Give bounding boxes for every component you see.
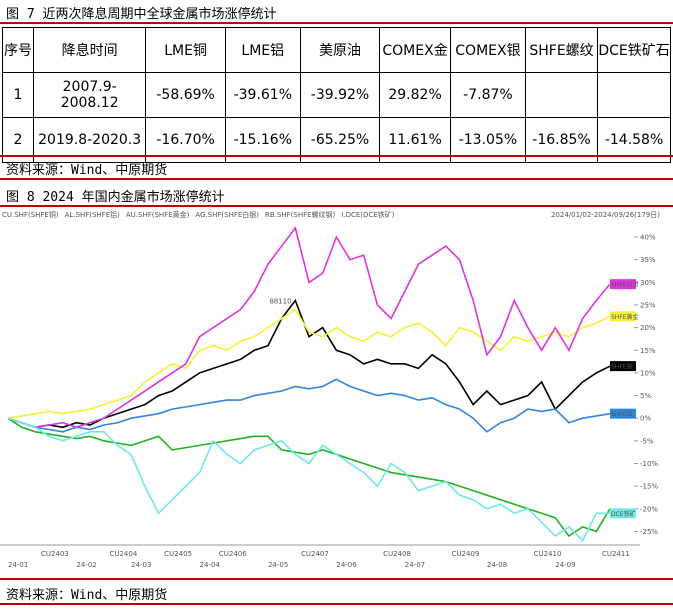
legend-label: RB.SHF(SHFE螺纹钢) [265,210,336,219]
table-cell: -39.61% [224,72,301,118]
contract-label: CU2408 [383,550,411,558]
table-row: 序号 降息时间 LME铜 LME铝 美原油 COMEX金 COMEX银 SHFE螺纹 DCE铁矿… [2,27,671,73]
y-tick-label: 10% [640,369,656,377]
end-label: SHFE铝 [611,410,633,418]
annotation: 88110 [269,297,291,305]
rule [0,22,673,24]
series-line [7,417,610,542]
table-cell: 2007.9-2008.12 [32,72,147,118]
y-tick-label: 0% [640,415,651,423]
figure-title: 图 7 近两次降息周期中全球金属市场涨停统计 [6,7,277,22]
source: 资料来源：Wind、中原期货 [6,163,168,178]
table-cell [524,72,599,118]
table-cell: 美原油 [299,27,381,73]
series-line [7,417,611,538]
y-tick-label: -25% [640,528,658,536]
table-cell: DCE铁矿石 [597,27,671,73]
table-cell: 序号 [2,27,34,73]
end-label-box [610,279,636,290]
series-line [7,298,611,429]
table-cell: LME铜 [145,27,226,73]
table-row: 1 2007.9-2008.12 -58.69% -39.61% -39.92% 29.8… [2,72,671,118]
subtitle: 2024/01/02-2024/09/26(179日) [551,211,660,219]
end-label-box [610,408,636,419]
x-tick-label: 24-04 [200,561,221,569]
contract-label: CU2411 [602,550,630,558]
table-cell: 1 [2,72,34,118]
contract-label: CU2410 [534,550,562,558]
y-tick-label: 20% [640,324,656,332]
figure-title: 图 8 2024 年国内金属市场涨停统计 [6,190,225,205]
source: 资料来源：Wind、中原期货 [6,588,168,603]
legend-label: AG.SHF(SHFE白银) [195,210,259,219]
end-label: SHFE铜 [611,363,633,371]
y-tick-label: 30% [640,279,656,287]
end-label-box [610,508,636,519]
end-label-box [610,311,636,322]
x-tick-label: 24-03 [131,561,151,569]
table-cell: SHFE螺纹 [524,27,599,73]
contract-label: CU2404 [109,550,137,558]
y-tick-label: 25% [640,301,656,309]
table: 序号 降息时间 LME铜 LME铝 美原油 COMEX金 COMEX银 SHFE螺纹 DCE铁矿… [2,27,671,163]
table-cell: 29.82% [379,72,451,118]
end-label: SHFE黄金 [611,313,639,321]
table-cell: 降息时间 [32,27,147,73]
y-tick-label: 5% [640,392,651,400]
table-cell: COMEX银 [449,27,526,73]
rule [0,205,673,207]
contract-label: CU2407 [301,550,329,558]
table-cell: -39.92% [299,72,381,118]
series-line [7,378,611,433]
contract-label: CU2409 [452,550,480,558]
legend-label: CU.SHF(SHFE铜) [2,210,59,219]
x-tick-label: 24-06 [336,561,357,569]
table-cell: COMEX金 [379,27,451,73]
rule [0,178,673,180]
table-cell: LME铝 [224,27,301,73]
contract-label: CU2403 [41,550,69,558]
y-tick-label: -5% [640,437,654,445]
y-tick-label: -15% [640,483,658,491]
x-tick-label: 24-02 [76,561,96,569]
chart: 40% 35% 30% 25% 20% 15% 10% 5% 0% -5% -10% -15% -20%… [0,210,660,569]
contract-label: CU2406 [219,550,247,558]
y-tick-label: 35% [640,256,656,264]
x-tick-label: 24-07 [405,561,425,569]
rule [0,155,673,157]
y-tick-label: 15% [640,347,656,355]
legend-label: AU.SHF(SHFE黄金) [126,210,190,219]
x-tick-label: 24-01 [8,561,28,569]
end-label: DCE铁矿 [611,510,636,518]
y-tick-label: 40% [640,234,656,242]
end-label-box [610,361,636,372]
rule [0,603,673,605]
x-tick-label: 24-05 [268,561,288,569]
end-label: SHFE白银 [611,281,639,289]
y-tick-label: -10% [640,460,658,468]
series-line [7,226,611,429]
y-tick-label: -20% [640,505,658,513]
series-line [7,308,611,419]
contract-label: CU2405 [164,550,192,558]
rule [0,578,673,580]
table-cell: -7.87% [449,72,526,118]
x-tick-label: 24-09 [555,561,575,569]
x-tick-label: 24-08 [487,561,507,569]
table-cell [597,72,671,118]
legend-label: I.DCE(DCE铁矿) [341,210,394,219]
table-cell: -58.69% [145,72,226,118]
legend-label: AL.SHF(SHFE铝) [65,210,121,219]
